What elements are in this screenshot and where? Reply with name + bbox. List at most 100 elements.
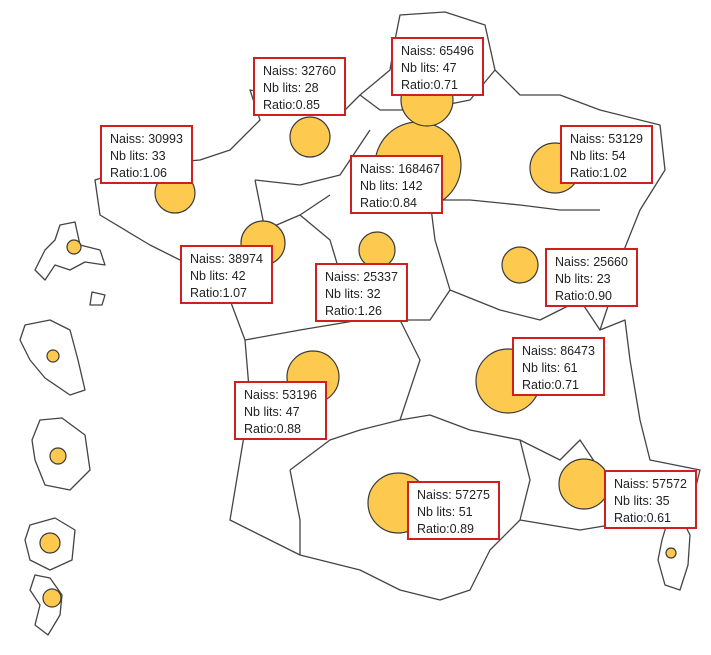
naiss-label: Naiss: — [522, 344, 561, 358]
ratio-label: Ratio: — [401, 78, 434, 92]
ratio-value: Ratio:1.26 — [325, 303, 406, 320]
naiss-label: Naiss: — [325, 270, 364, 284]
beds-value: Nb lits: 51 — [417, 504, 498, 521]
region-label-box: Naiss: 32760 Nb lits: 28 Ratio:0.85 — [253, 57, 346, 116]
beds-value: 42 — [231, 269, 246, 283]
naiss-value: Naiss: 168467 — [360, 161, 441, 178]
naiss-value: Naiss: 25660 — [555, 254, 636, 271]
bubble-paca — [558, 458, 610, 510]
naiss-label: Naiss: — [110, 132, 149, 146]
naiss-value: Naiss: 86473 — [522, 343, 603, 360]
naiss-value: 57275 — [455, 488, 490, 502]
beds-value: 51 — [458, 505, 473, 519]
ratio-value: Ratio:0.89 — [417, 521, 498, 538]
region-label-box: Naiss: 30993 Nb lits: 33 Ratio:1.06 — [100, 125, 193, 184]
reunion-outline — [24, 517, 76, 571]
naiss-value: 53129 — [608, 132, 643, 146]
beds-label: Nb lits: — [360, 179, 402, 193]
beds-value: Nb lits: 32 — [325, 286, 406, 303]
beds-label: Nb lits: — [401, 61, 443, 75]
beds-value: 23 — [596, 272, 611, 286]
ratio-value: 1.07 — [222, 286, 247, 300]
ratio-value: 0.90 — [587, 289, 612, 303]
beds-label: Nb lits: — [190, 269, 232, 283]
naiss-value: 53196 — [282, 388, 317, 402]
naiss-value: Naiss: 57275 — [417, 487, 498, 504]
beds-value: Nb lits: 47 — [401, 60, 482, 77]
ratio-label: Ratio: — [263, 98, 296, 112]
naiss-value: Naiss: 25337 — [325, 269, 406, 286]
ratio-value: 0.61 — [646, 511, 671, 525]
bubble-normandie — [289, 116, 331, 158]
naiss-label: Naiss: — [360, 162, 399, 176]
ratio-value: 1.02 — [602, 166, 627, 180]
bubble-corse — [665, 547, 677, 559]
ratio-label: Ratio: — [570, 166, 603, 180]
ratio-value: Ratio:1.02 — [570, 165, 651, 182]
region-label-box: Naiss: 168467 Nb lits: 142 Ratio:0.84 — [350, 155, 443, 214]
beds-label: Nb lits: — [522, 361, 564, 375]
ratio-value: Ratio:1.07 — [190, 285, 271, 302]
beds-value: Nb lits: 33 — [110, 148, 191, 165]
naiss-value: 25337 — [363, 270, 398, 284]
bubble-guyane — [49, 447, 67, 465]
region-label-box: Naiss: 53196 Nb lits: 47 Ratio:0.88 — [234, 381, 327, 440]
region-label-box: Naiss: 57572 Nb lits: 35 Ratio:0.61 — [604, 470, 697, 529]
beds-value: Nb lits: 47 — [244, 404, 325, 421]
region-label-box: Naiss: 38974 Nb lits: 42 Ratio:1.07 — [180, 245, 273, 304]
beds-value: Nb lits: 61 — [522, 360, 603, 377]
ratio-value: 0.88 — [276, 422, 301, 436]
ratio-value: Ratio:0.90 — [555, 288, 636, 305]
ratio-label: Ratio: — [110, 166, 143, 180]
beds-label: Nb lits: — [570, 149, 612, 163]
ratio-label: Ratio: — [244, 422, 277, 436]
naiss-value: 25660 — [593, 255, 628, 269]
naiss-value: 86473 — [560, 344, 595, 358]
naiss-value: 57572 — [652, 477, 687, 491]
beds-value: 32 — [366, 287, 381, 301]
ratio-value: 0.71 — [433, 78, 458, 92]
ratio-value: Ratio:0.84 — [360, 195, 441, 212]
region-label-box: Naiss: 65496 Nb lits: 47 Ratio:0.71 — [391, 37, 484, 96]
bubble-guadeloupe — [66, 239, 82, 255]
beds-value: 28 — [304, 81, 319, 95]
naiss-value: 30993 — [148, 132, 183, 146]
naiss-label: Naiss: — [555, 255, 594, 269]
bubble-martinique — [46, 349, 60, 363]
beds-value: 54 — [611, 149, 626, 163]
beds-label: Nb lits: — [263, 81, 305, 95]
ratio-value: 0.85 — [295, 98, 320, 112]
beds-value: 33 — [151, 149, 166, 163]
beds-value: Nb lits: 142 — [360, 178, 441, 195]
beds-value: 47 — [285, 405, 300, 419]
naiss-value: 38974 — [228, 252, 263, 266]
beds-value: Nb lits: 28 — [263, 80, 344, 97]
region-label-box: Naiss: 86473 Nb lits: 61 Ratio:0.71 — [512, 337, 605, 396]
ratio-label: Ratio: — [555, 289, 588, 303]
region-label-box: Naiss: 25337 Nb lits: 32 Ratio:1.26 — [315, 263, 408, 322]
naiss-value: Naiss: 38974 — [190, 251, 271, 268]
ratio-value: 0.89 — [449, 522, 474, 536]
beds-label: Nb lits: — [417, 505, 459, 519]
naiss-value: Naiss: 65496 — [401, 43, 482, 60]
naiss-value: Naiss: 30993 — [110, 131, 191, 148]
martinique-outline — [19, 319, 86, 396]
bubble-reunion — [39, 532, 61, 554]
naiss-value: Naiss: 57572 — [614, 476, 695, 493]
ratio-value: Ratio:0.71 — [401, 77, 482, 94]
beds-value: 61 — [563, 361, 578, 375]
region-label-box: Naiss: 57275 Nb lits: 51 Ratio:0.89 — [407, 481, 500, 540]
naiss-value: 65496 — [439, 44, 474, 58]
ratio-value: Ratio:0.88 — [244, 421, 325, 438]
naiss-value: Naiss: 32760 — [263, 63, 344, 80]
naiss-label: Naiss: — [614, 477, 653, 491]
ratio-label: Ratio: — [325, 304, 358, 318]
beds-value: 35 — [655, 494, 670, 508]
naiss-label: Naiss: — [417, 488, 456, 502]
naiss-label: Naiss: — [190, 252, 229, 266]
region-label-box: Naiss: 53129 Nb lits: 54 Ratio:1.02 — [560, 125, 653, 184]
ratio-label: Ratio: — [417, 522, 450, 536]
beds-label: Nb lits: — [614, 494, 656, 508]
